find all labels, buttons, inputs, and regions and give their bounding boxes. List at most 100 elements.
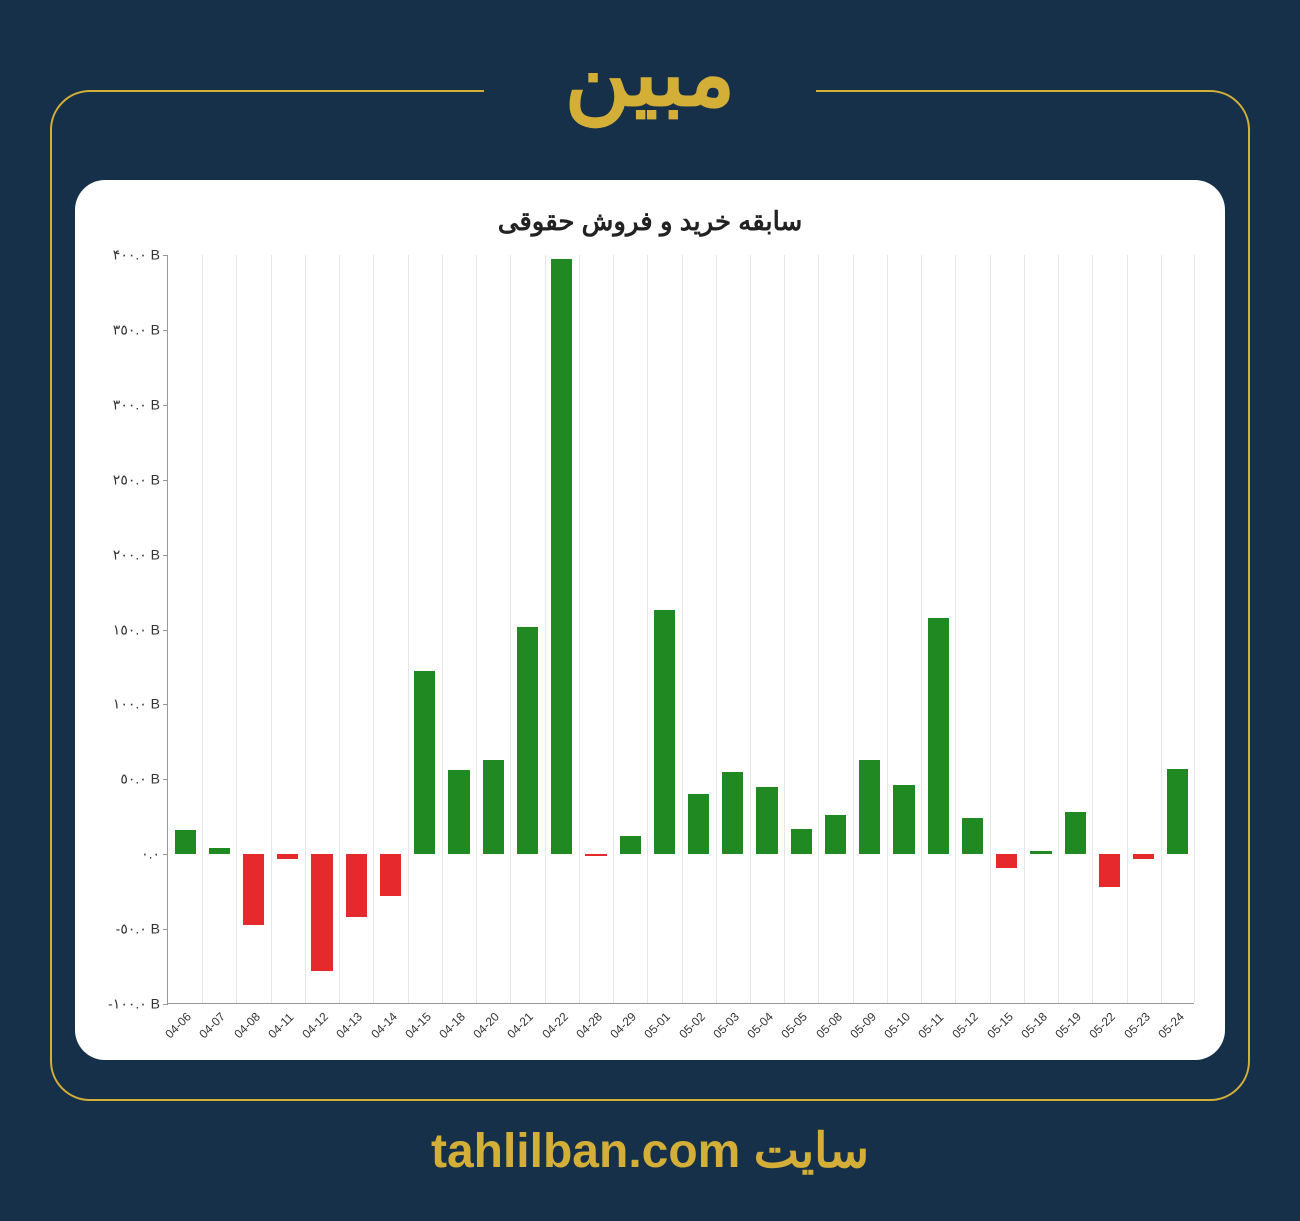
x-tick-label: 05-12 bbox=[950, 1010, 982, 1042]
chart-bar bbox=[1065, 812, 1086, 854]
grid-line bbox=[613, 255, 614, 1003]
x-tick-label: 04-08 bbox=[231, 1010, 263, 1042]
x-tick-label: 04-13 bbox=[334, 1010, 366, 1042]
footer: tahlilban.com سایت bbox=[0, 1123, 1300, 1179]
chart-bar bbox=[825, 815, 846, 854]
grid-line bbox=[236, 255, 237, 1003]
grid-line bbox=[476, 255, 477, 1003]
chart-title: سابقه خرید و فروش حقوقی bbox=[95, 206, 1205, 237]
chart-bar bbox=[346, 854, 367, 917]
x-tick-label: 05-02 bbox=[676, 1010, 708, 1042]
y-tick-label: -٥٠.٠ B bbox=[98, 921, 160, 938]
grid-line bbox=[750, 255, 751, 1003]
grid-line bbox=[1024, 255, 1025, 1003]
grid-line bbox=[921, 255, 922, 1003]
grid-line bbox=[682, 255, 683, 1003]
chart-bar bbox=[448, 770, 469, 854]
y-tick-label: ٣٥٠.٠ B bbox=[98, 321, 160, 338]
x-tick-label: 05-08 bbox=[813, 1010, 845, 1042]
y-tick-label: ٢٠٠.٠ B bbox=[98, 546, 160, 563]
grid-line bbox=[408, 255, 409, 1003]
x-tick-label: 05-11 bbox=[916, 1010, 947, 1041]
chart-bar bbox=[620, 836, 641, 854]
grid-line bbox=[818, 255, 819, 1003]
y-tick-label: ١٥٠.٠ B bbox=[98, 621, 160, 638]
x-tick-label: 04-28 bbox=[573, 1010, 605, 1042]
footer-url: tahlilban.com bbox=[431, 1125, 740, 1178]
page-title: مبین bbox=[484, 30, 815, 120]
y-tick bbox=[163, 1004, 168, 1005]
chart-area: -١٠٠.٠ B-٥٠.٠ B٠.٠٥٠.٠ B١٠٠.٠ B١٥٠.٠ B٢٠… bbox=[167, 255, 1195, 1005]
chart-bar bbox=[1133, 854, 1154, 858]
x-tick-label: 04-06 bbox=[162, 1010, 194, 1042]
y-tick bbox=[163, 255, 168, 256]
chart-bar bbox=[654, 610, 675, 854]
chart-bar bbox=[893, 785, 914, 854]
y-tick-label: ٢٥٠.٠ B bbox=[98, 471, 160, 488]
x-tick-label: 05-03 bbox=[710, 1010, 742, 1042]
chart-bar bbox=[859, 760, 880, 854]
y-tick bbox=[163, 779, 168, 780]
grid-line bbox=[1092, 255, 1093, 1003]
x-tick-label: 04-18 bbox=[436, 1010, 468, 1042]
grid-line bbox=[545, 255, 546, 1003]
grid-line bbox=[373, 255, 374, 1003]
chart-bar bbox=[483, 760, 504, 854]
grid-line bbox=[202, 255, 203, 1003]
chart-bar bbox=[688, 794, 709, 854]
y-tick bbox=[163, 929, 168, 930]
chart-card: سابقه خرید و فروش حقوقی -١٠٠.٠ B-٥٠.٠ B٠… bbox=[75, 180, 1225, 1060]
grid-line bbox=[990, 255, 991, 1003]
y-tick bbox=[163, 704, 168, 705]
x-tick-label: 05-10 bbox=[881, 1010, 913, 1042]
y-tick bbox=[163, 330, 168, 331]
y-tick bbox=[163, 854, 168, 855]
chart-bar bbox=[996, 854, 1017, 867]
grid-line bbox=[955, 255, 956, 1003]
grid-line bbox=[647, 255, 648, 1003]
y-tick-label: ۴٠٠.٠ B bbox=[98, 247, 160, 264]
x-tick-label: 05-09 bbox=[847, 1010, 879, 1042]
chart-bar bbox=[277, 854, 298, 858]
grid-line bbox=[853, 255, 854, 1003]
grid-line bbox=[305, 255, 306, 1003]
header: مبین bbox=[0, 30, 1300, 120]
footer-site-word: سایت bbox=[754, 1125, 869, 1178]
chart-bar bbox=[962, 818, 983, 854]
y-tick bbox=[163, 480, 168, 481]
y-tick bbox=[163, 405, 168, 406]
x-tick-label: 05-18 bbox=[1018, 1010, 1050, 1042]
grid-line bbox=[1058, 255, 1059, 1003]
x-tick-label: 04-15 bbox=[402, 1010, 434, 1042]
grid-line bbox=[887, 255, 888, 1003]
chart-bar bbox=[414, 671, 435, 854]
x-tick-label: 04-29 bbox=[608, 1010, 640, 1042]
x-tick-label: 04-07 bbox=[197, 1010, 229, 1042]
chart-bar bbox=[175, 830, 196, 854]
y-tick-label: ١٠٠.٠ B bbox=[98, 696, 160, 713]
grid-line bbox=[716, 255, 717, 1003]
grid-line bbox=[339, 255, 340, 1003]
x-tick-label: 05-22 bbox=[1087, 1010, 1119, 1042]
y-tick bbox=[163, 630, 168, 631]
x-tick-label: 04-11 bbox=[265, 1010, 296, 1041]
grid-line bbox=[1161, 255, 1162, 1003]
x-tick-label: 05-04 bbox=[744, 1010, 776, 1042]
chart-plot: -١٠٠.٠ B-٥٠.٠ B٠.٠٥٠.٠ B١٠٠.٠ B١٥٠.٠ B٢٠… bbox=[167, 255, 1194, 1004]
y-tick bbox=[163, 555, 168, 556]
x-tick-label: 04-20 bbox=[471, 1010, 503, 1042]
chart-bar bbox=[928, 618, 949, 855]
x-tick-label: 05-19 bbox=[1053, 1010, 1085, 1042]
grid-line bbox=[271, 255, 272, 1003]
x-tick-label: 04-22 bbox=[539, 1010, 571, 1042]
chart-bar bbox=[1167, 769, 1188, 854]
chart-bar bbox=[209, 848, 230, 854]
x-tick-label: 05-24 bbox=[1155, 1010, 1187, 1042]
chart-bar bbox=[311, 854, 332, 971]
x-tick-label: 05-15 bbox=[984, 1010, 1016, 1042]
grid-line bbox=[1194, 255, 1195, 1003]
x-tick-label: 05-01 bbox=[642, 1010, 674, 1042]
grid-line bbox=[442, 255, 443, 1003]
chart-bar bbox=[722, 772, 743, 854]
grid-line bbox=[784, 255, 785, 1003]
